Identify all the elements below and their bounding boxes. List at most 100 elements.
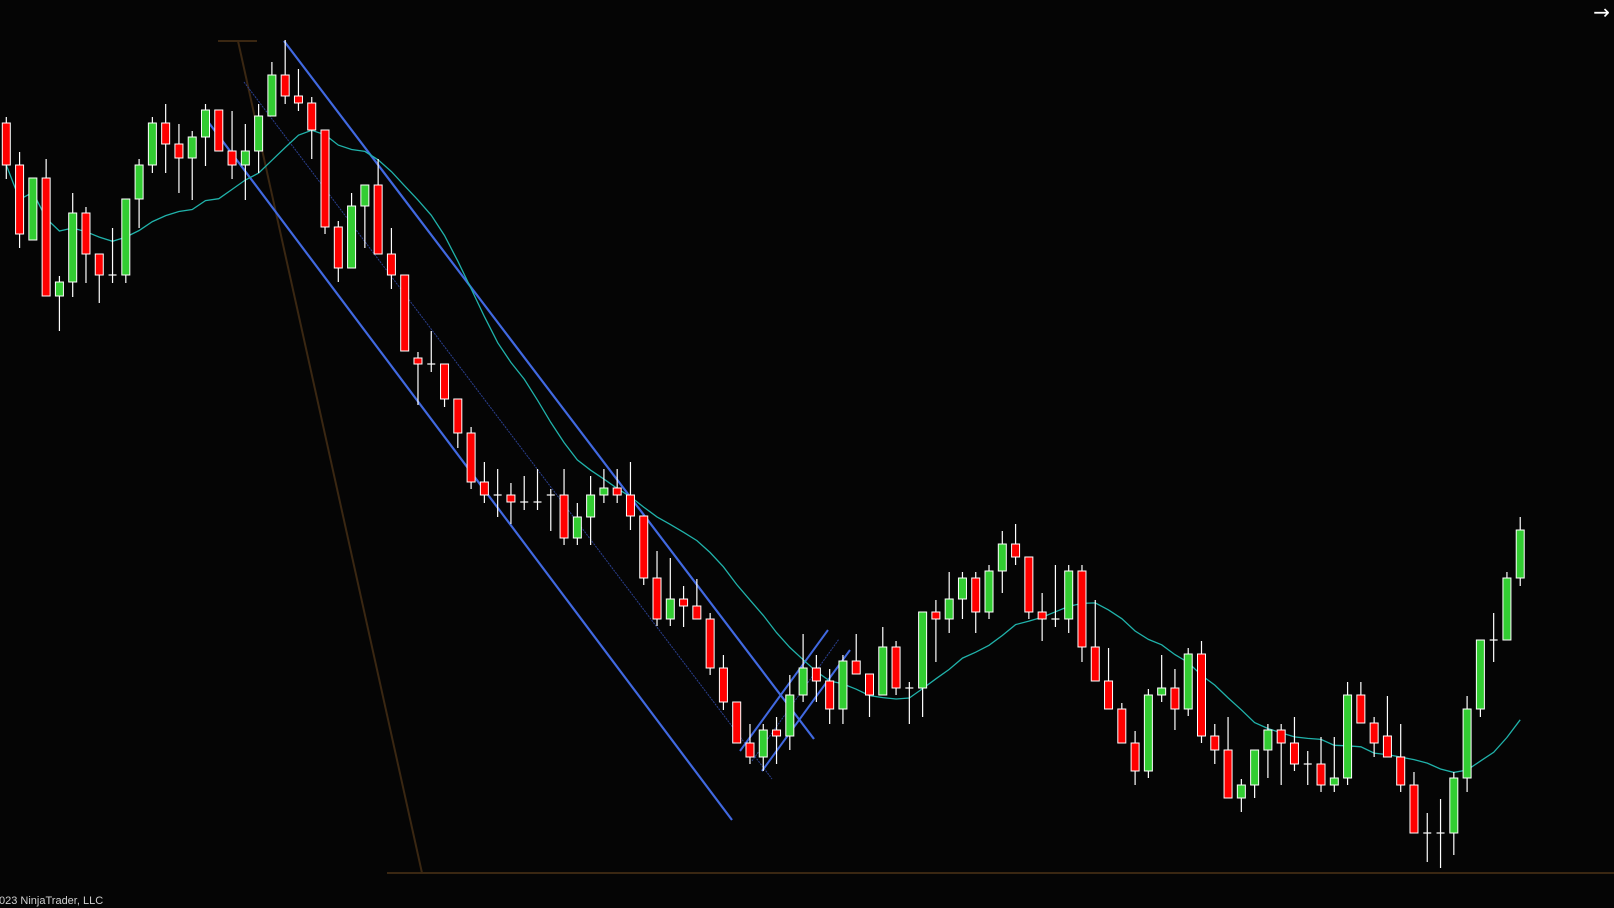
candle-body-doji [1489,639,1498,641]
candle-body-down [320,129,330,228]
candle [227,111,237,179]
channel-upper-line[interactable] [283,40,815,740]
candle [41,159,51,297]
candle [1502,572,1512,641]
candle-body-down [466,432,476,483]
candle [533,469,542,510]
candle [1236,779,1246,812]
candle-body-down [1170,687,1180,710]
candle [891,641,901,695]
candle-body-up [68,212,78,283]
candle-body-down [41,177,51,297]
candle-body-up [785,694,795,737]
candle-body-down [1223,749,1233,799]
candle-body-down [612,487,622,496]
candle-body-down [1130,742,1140,772]
candle-body-up [28,177,38,241]
candle-body-down [1024,556,1034,613]
candle-body-doji [533,501,542,503]
candle [1143,689,1153,778]
candle-body-doji [1051,618,1060,620]
candle-body-up [918,611,928,689]
candle-body-down [1396,756,1406,786]
candle-body-down [1210,735,1220,751]
candle [1303,751,1312,785]
candle [28,177,38,241]
candle [1276,724,1286,785]
candle [1475,639,1485,717]
candle-body-down [679,598,689,607]
candle [997,531,1007,593]
candle [466,427,476,489]
candle [1489,613,1498,662]
candle [1197,641,1206,743]
candle-body-down [891,646,901,689]
candle-body-down [440,363,450,400]
candle-body-up [347,205,357,269]
candle-body-up [572,516,582,539]
candle-body-doji [520,501,529,503]
candle [520,476,529,510]
candle [772,717,782,764]
candle-body-up [798,667,808,696]
candle [293,69,303,111]
candle [825,669,835,724]
candle-body-down [1090,646,1100,682]
candle-body-up [1449,777,1459,834]
candle [1263,724,1273,778]
candle [838,655,848,724]
candle-body-down [1077,570,1087,648]
candle-body-down [865,673,874,696]
candle-body-up [1502,577,1512,641]
candle [612,469,622,503]
candle [1436,799,1445,868]
candle-body-down [825,680,835,710]
channel-middle-line[interactable] [243,81,773,780]
candle-body-down [1316,763,1326,786]
candle [400,274,410,352]
candle [639,515,649,585]
candle [1343,682,1353,785]
candles [1,40,1525,868]
candle-body-down [373,184,383,255]
candle [851,634,861,675]
candle-body-down [453,398,463,434]
candle [1117,703,1127,744]
candle-body-up [599,487,609,496]
candle [413,352,423,405]
candle [1064,565,1074,633]
candle-body-up [187,136,197,159]
candle [546,489,555,531]
candle-body-up [878,646,888,696]
candle [1250,749,1260,798]
small-channel-upper-line[interactable] [739,629,829,752]
candle-body-doji [1423,832,1432,834]
candle-body-doji [1436,832,1445,834]
candle-body-down [1011,543,1021,558]
candle-body-down [1197,653,1206,737]
candle-body-down [1104,680,1114,710]
candle-body-up [134,164,144,200]
candle [240,124,250,200]
candle [386,228,396,289]
candle-body-down [718,667,728,703]
candle-body-down [705,618,715,669]
candle [1515,517,1525,586]
arrow-right-icon[interactable]: → [1593,0,1610,24]
candle [1382,696,1392,758]
candle-body-up [957,577,967,600]
candle-body-up [267,74,277,117]
candle-body-doji [1303,763,1312,765]
candle [1,117,11,179]
candle [758,724,768,771]
candle [134,159,144,228]
fib-diagonal-line[interactable] [237,40,423,874]
candle [307,97,317,159]
candle-body-down [280,74,290,97]
candle-body-up [1475,639,1485,710]
candle [798,634,808,702]
candle [108,228,117,283]
candle-body-down [161,122,171,145]
candle-body-up [1157,687,1167,696]
